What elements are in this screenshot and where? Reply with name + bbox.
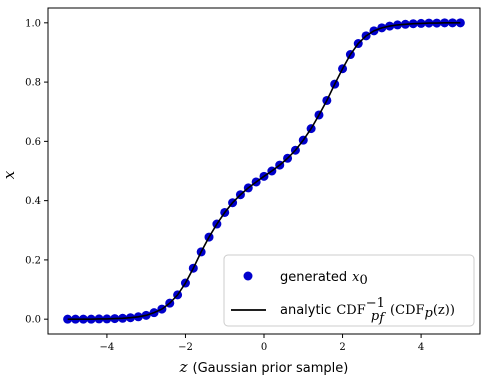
x-tick-label: 4 [418,342,424,353]
y-tick-label: 0.8 [25,78,41,89]
legend-line-label: analytic CDF−1 pf(CDFp(z)) [280,296,455,326]
legend-scatter-marker [243,271,253,281]
y-tick-label: 0.4 [25,196,41,207]
legend-box [223,254,475,327]
y-tick-label: 1.0 [25,18,41,29]
analytic-line [67,22,461,320]
legend-scatter-label: generated x0 [280,270,368,288]
data-marks [63,18,465,324]
y-tick-label: 0.2 [25,255,41,266]
x-axis-label: z (Gaussian prior sample) [179,358,349,376]
x-tick-label: −4 [100,342,115,353]
y-tick-label: 0.6 [25,137,41,148]
x-tick-label: 0 [261,342,267,353]
y-tick-label: 0.0 [25,315,41,326]
x-tick-label: 2 [339,342,345,353]
plot-frame [47,7,481,335]
legend: generated x0 analytic CDF−1 pf(CDFp(z)) [223,254,475,327]
tick-group: −4 −2 0 2 4 0.0 0.2 0.4 0.6 0.8 1.0 [25,18,424,353]
y-axis-label: x [0,170,18,179]
x-tick-label: −2 [178,342,193,353]
